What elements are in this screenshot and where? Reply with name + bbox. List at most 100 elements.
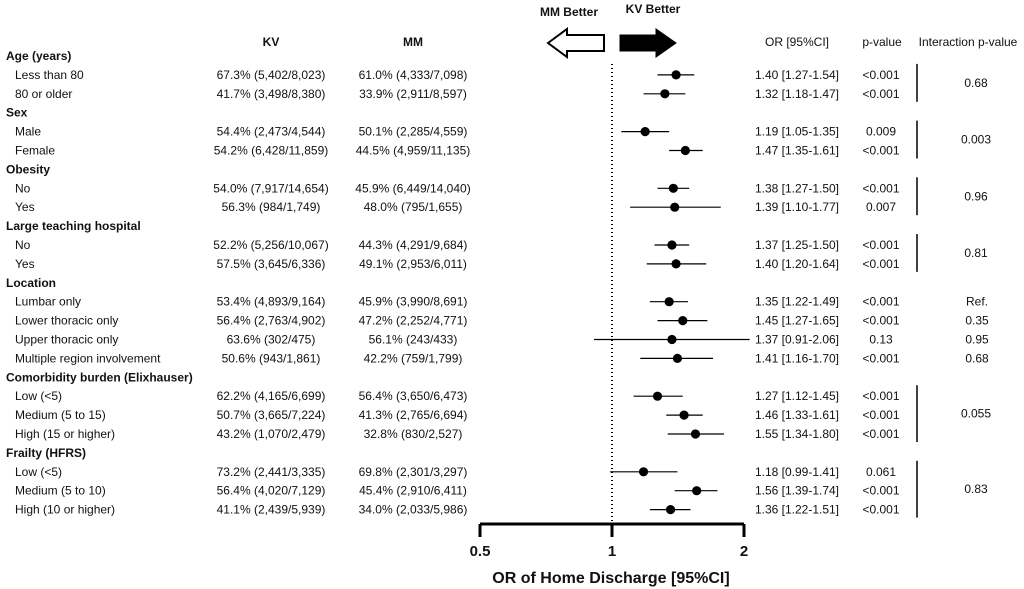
column-header-mm: MM — [403, 35, 423, 49]
or-point — [678, 316, 688, 326]
or-ci-cell: 1.56 [1.39-1.74] — [755, 484, 839, 498]
interaction-p-cell: Ref. — [966, 295, 988, 309]
or-point — [679, 410, 689, 420]
or-point — [672, 353, 683, 363]
interaction-p-cell: 0.35 — [965, 314, 989, 328]
mm-better-label: MM Better — [540, 5, 598, 19]
forest-marks — [594, 70, 750, 515]
or-point — [640, 127, 650, 137]
p-value-cell: <0.001 — [862, 389, 899, 403]
row-label: Low (<5) — [15, 465, 62, 479]
p-value-cell: <0.001 — [862, 295, 899, 309]
or-point — [665, 505, 676, 515]
or-ci-cell: 1.37 [0.91-2.06] — [755, 333, 839, 347]
column-header-kv: KV — [263, 35, 280, 49]
x-axis-ticks: 0.5 1 2 — [470, 524, 748, 560]
row-label: Male — [15, 125, 41, 139]
or-point — [638, 467, 649, 477]
row-label: 80 or older — [15, 87, 72, 101]
kv-cell: 62.2% (4,165/6,699) — [217, 389, 326, 403]
mm-cell: 61.0% (4,333/7,098) — [359, 68, 468, 82]
or-point — [652, 391, 663, 401]
or-ci-cell: 1.19 [1.05-1.35] — [755, 125, 839, 139]
or-point — [668, 183, 678, 193]
kv-cell: 50.7% (3,665/7,224) — [217, 408, 326, 422]
column-header-p-value: p-value — [862, 35, 902, 49]
or-point — [692, 486, 702, 496]
kv-cell: 57.5% (3,645/6,336) — [217, 257, 326, 271]
p-value-cell: <0.001 — [862, 314, 899, 328]
p-value-cell: <0.001 — [862, 351, 899, 365]
kv-cell: 67.3% (5,402/8,023) — [217, 68, 326, 82]
or-ci-cell: 1.55 [1.34-1.80] — [755, 427, 839, 441]
mm-cell: 44.3% (4,291/9,684) — [359, 238, 468, 252]
mm-cell: 42.2% (759/1,799) — [364, 351, 463, 365]
p-value-cell: <0.001 — [862, 238, 899, 252]
row-label: Upper thoracic only — [15, 333, 118, 347]
row-label: No — [15, 181, 31, 195]
kv-cell: 56.3% (984/1,749) — [222, 200, 321, 214]
kv-cell: 41.1% (2,439/5,939) — [217, 503, 326, 517]
x-tick-label: 0.5 — [470, 543, 491, 560]
kv-cell: 54.4% (2,473/4,544) — [217, 125, 326, 139]
or-ci-cell: 1.27 [1.12-1.45] — [755, 389, 839, 403]
group-heading: Location — [6, 276, 56, 290]
row-label: Yes — [15, 257, 35, 271]
interaction-p-cell: 0.68 — [965, 351, 989, 365]
row-label: Yes — [15, 200, 35, 214]
or-point — [671, 259, 681, 269]
or-ci-cell: 1.39 [1.10-1.77] — [755, 200, 839, 214]
interaction-p-value: 0.83 — [964, 482, 988, 496]
group-heading: Large teaching hospital — [6, 219, 141, 233]
mm-cell: 44.5% (4,959/11,135) — [356, 144, 471, 158]
or-ci-cell: 1.40 [1.20-1.64] — [755, 257, 839, 271]
row-label: Lower thoracic only — [15, 314, 118, 328]
row-label: High (10 or higher) — [15, 503, 115, 517]
mm-cell: 45.9% (3,990/8,691) — [359, 295, 468, 309]
or-ci-cell: 1.41 [1.16-1.70] — [755, 351, 839, 365]
row-label: Female — [15, 144, 55, 158]
interaction-p-value: 0.68 — [964, 76, 988, 90]
group-heading: Age (years) — [6, 49, 71, 63]
or-point — [667, 334, 677, 345]
mm-cell: 56.4% (3,650/6,473) — [359, 389, 468, 403]
mm-cell: 69.8% (2,301/3,297) — [359, 465, 468, 479]
or-ci-cell: 1.37 [1.25-1.50] — [755, 238, 839, 252]
x-axis-label: OR of Home Discharge [95%CI] — [492, 570, 729, 587]
p-value-cell: 0.13 — [869, 333, 893, 347]
or-ci-cell: 1.47 [1.35-1.61] — [755, 144, 839, 158]
or-point — [660, 89, 670, 99]
mm-cell: 49.1% (2,953/6,011) — [359, 257, 467, 271]
interaction-p-value: 0.81 — [964, 246, 988, 260]
group-heading: Comorbidity burden (Elixhauser) — [6, 370, 193, 384]
p-value-cell: <0.001 — [862, 427, 899, 441]
x-tick-label: 1 — [608, 543, 616, 560]
mm-cell: 48.0% (795/1,655) — [364, 200, 463, 214]
or-ci-cell: 1.38 [1.27-1.50] — [755, 181, 839, 195]
row-label: Less than 80 — [15, 68, 84, 82]
or-point — [671, 70, 681, 80]
kv-better-label: KV Better — [626, 2, 681, 16]
kv-cell: 53.4% (4,893/9,164) — [217, 295, 326, 309]
p-value-cell: <0.001 — [862, 87, 899, 101]
kv-cell: 50.6% (943/1,861) — [222, 351, 321, 365]
p-value-cell: 0.009 — [866, 125, 896, 139]
row-label: No — [15, 238, 31, 252]
interaction-p-cell: 0.95 — [965, 333, 989, 347]
p-value-cell: <0.001 — [862, 484, 899, 498]
or-ci-cell: 1.32 [1.18-1.47] — [755, 87, 839, 101]
p-value-cell: 0.061 — [866, 465, 896, 479]
p-value-cell: <0.001 — [862, 181, 899, 195]
p-value-cell: <0.001 — [862, 68, 899, 82]
row-label: Multiple region involvement — [15, 351, 161, 365]
or-ci-cell: 1.40 [1.27-1.54] — [755, 68, 839, 82]
right-arrow-icon — [619, 28, 677, 58]
row-label: Low (<5) — [15, 389, 62, 403]
kv-cell: 63.6% (302/475) — [227, 333, 316, 347]
mm-cell: 50.1% (2,285/4,559) — [359, 125, 468, 139]
or-ci-cell: 1.18 [0.99-1.41] — [755, 465, 839, 479]
kv-cell: 54.0% (7,917/14,654) — [213, 181, 328, 195]
or-point — [664, 297, 674, 307]
or-point — [670, 202, 680, 212]
